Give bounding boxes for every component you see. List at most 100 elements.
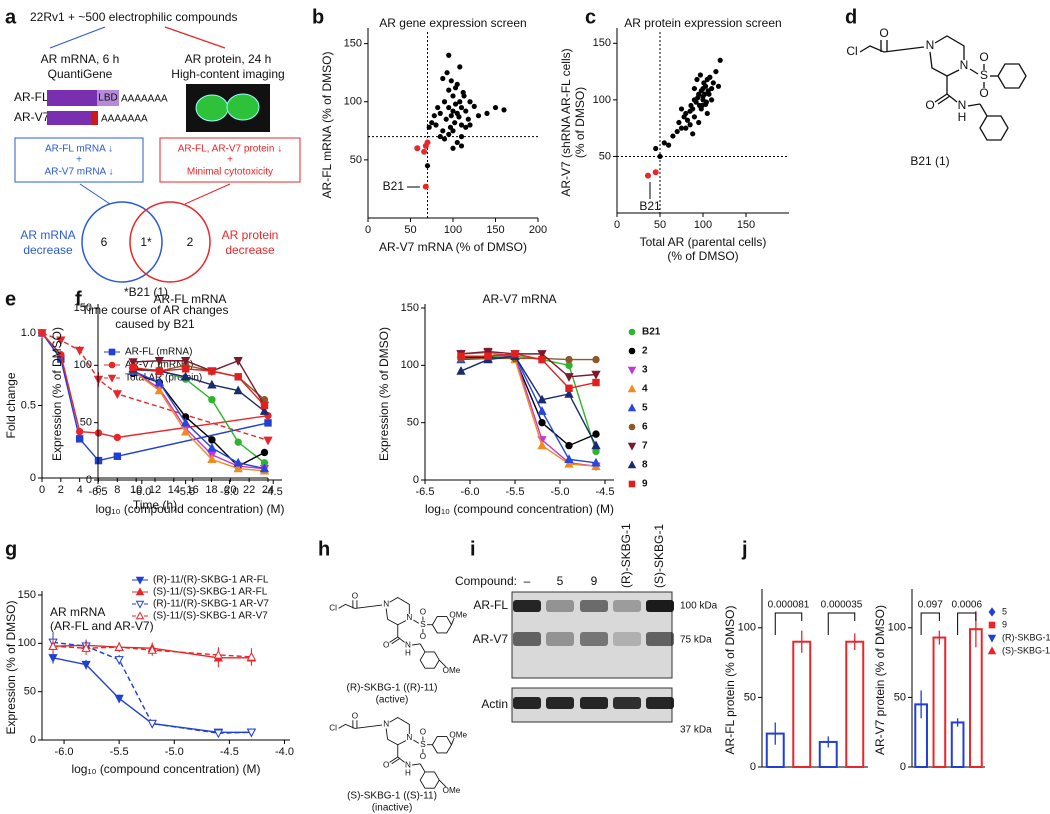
x-tick-label: 150 bbox=[737, 219, 755, 231]
x-tick-label: 4 bbox=[77, 484, 83, 496]
atom: N bbox=[926, 38, 935, 52]
chart-title: AR protein expression screen bbox=[624, 16, 781, 30]
bond bbox=[432, 616, 452, 634]
bond bbox=[338, 603, 383, 609]
point bbox=[713, 68, 719, 75]
point bbox=[710, 80, 716, 86]
x-axis-label: log₁₀ (compound concentration) (M) bbox=[71, 762, 260, 776]
x-tick-label: 50 bbox=[404, 224, 416, 236]
marker bbox=[628, 328, 636, 336]
domain-label: LBD bbox=[98, 93, 117, 104]
chart-title: AR-FL mRNA bbox=[154, 292, 227, 306]
x-tick-label: 16 bbox=[187, 484, 199, 496]
marker bbox=[113, 433, 122, 442]
y-axis-label: AR-V7 protein (% of DMSO) bbox=[873, 605, 887, 755]
legend-label: (S)-11/(S)-SKBG-1 AR-FL bbox=[153, 587, 268, 598]
lbd-domain bbox=[97, 90, 119, 106]
point bbox=[446, 104, 452, 111]
x-tick-label: -6.0 bbox=[132, 486, 151, 498]
lane-label: 9 bbox=[591, 574, 598, 588]
series-line bbox=[52, 641, 252, 734]
size-marker: 37 kDa bbox=[680, 725, 712, 736]
marker bbox=[147, 645, 157, 654]
bond bbox=[391, 637, 401, 645]
point bbox=[437, 110, 443, 116]
marker bbox=[114, 694, 124, 704]
point bbox=[422, 183, 429, 190]
atom: N bbox=[383, 599, 389, 608]
point bbox=[666, 142, 672, 148]
x-tick-label: -5.0 bbox=[165, 746, 184, 758]
point bbox=[678, 106, 685, 112]
series-line bbox=[132, 370, 265, 472]
marker bbox=[114, 642, 124, 651]
y-tick-label: 0 bbox=[413, 474, 419, 486]
marker bbox=[987, 634, 997, 643]
atom: O bbox=[979, 50, 988, 64]
band bbox=[613, 697, 641, 709]
legend-label: 7 bbox=[642, 441, 648, 452]
atom: Cl bbox=[846, 44, 857, 58]
point bbox=[448, 78, 454, 84]
marker bbox=[627, 384, 637, 393]
criteria: AR-FL mRNA ↓ bbox=[45, 144, 113, 155]
p-value: 0.0006 bbox=[951, 600, 982, 611]
arrow bbox=[49, 26, 106, 49]
bond bbox=[419, 763, 440, 789]
panel-label: b bbox=[312, 6, 324, 28]
marker bbox=[114, 656, 124, 665]
x-tick-label: -4.0 bbox=[275, 746, 294, 758]
y-tick-label: 50 bbox=[744, 691, 756, 703]
atom: OMe bbox=[443, 666, 461, 675]
marker bbox=[259, 463, 270, 473]
marker bbox=[37, 329, 47, 339]
panel-label: d bbox=[845, 6, 857, 28]
y-tick-label: 150 bbox=[344, 38, 362, 50]
marker bbox=[233, 357, 243, 366]
venn-label: AR protein bbox=[222, 228, 279, 242]
series-line bbox=[460, 355, 597, 446]
marker bbox=[81, 660, 91, 670]
bar bbox=[932, 636, 947, 768]
point bbox=[691, 114, 698, 120]
point bbox=[448, 113, 454, 119]
bond bbox=[934, 93, 948, 103]
point bbox=[661, 140, 667, 146]
compound-caption: B21 (1) bbox=[910, 154, 949, 168]
panel-label: h bbox=[318, 538, 330, 560]
venn-count: 1* bbox=[140, 235, 152, 249]
arrow bbox=[79, 183, 111, 205]
bond bbox=[451, 737, 455, 745]
marker bbox=[484, 352, 492, 360]
point bbox=[709, 85, 715, 92]
marker bbox=[988, 621, 996, 629]
y-axis-label: Fold change bbox=[4, 372, 18, 438]
panel-label: a bbox=[5, 6, 17, 28]
point bbox=[421, 148, 428, 155]
bond bbox=[389, 597, 410, 614]
point bbox=[690, 106, 696, 112]
criteria-box bbox=[14, 137, 144, 183]
y-tick-label: 150 bbox=[593, 37, 611, 49]
x-tick-label: 50 bbox=[654, 219, 666, 231]
marker bbox=[233, 385, 243, 395]
panel-label: c bbox=[585, 6, 596, 28]
marker bbox=[128, 358, 138, 367]
legend-label: B21 bbox=[642, 327, 661, 338]
size-marker: 75 kDa bbox=[680, 635, 712, 646]
x-tick-label: -6.5 bbox=[416, 486, 435, 498]
band bbox=[580, 632, 608, 646]
point bbox=[446, 87, 452, 93]
atom: N bbox=[383, 719, 389, 728]
chart-title: caused by B21 bbox=[115, 317, 195, 331]
transcript-label: AR-FL bbox=[14, 90, 49, 104]
bar bbox=[792, 640, 812, 768]
series-line bbox=[461, 353, 597, 390]
point bbox=[683, 110, 689, 117]
x-tick-label: -6.0 bbox=[461, 486, 480, 498]
point bbox=[696, 119, 702, 126]
point bbox=[424, 139, 431, 146]
x-tick-label: 100 bbox=[694, 219, 712, 231]
marker bbox=[565, 355, 573, 364]
